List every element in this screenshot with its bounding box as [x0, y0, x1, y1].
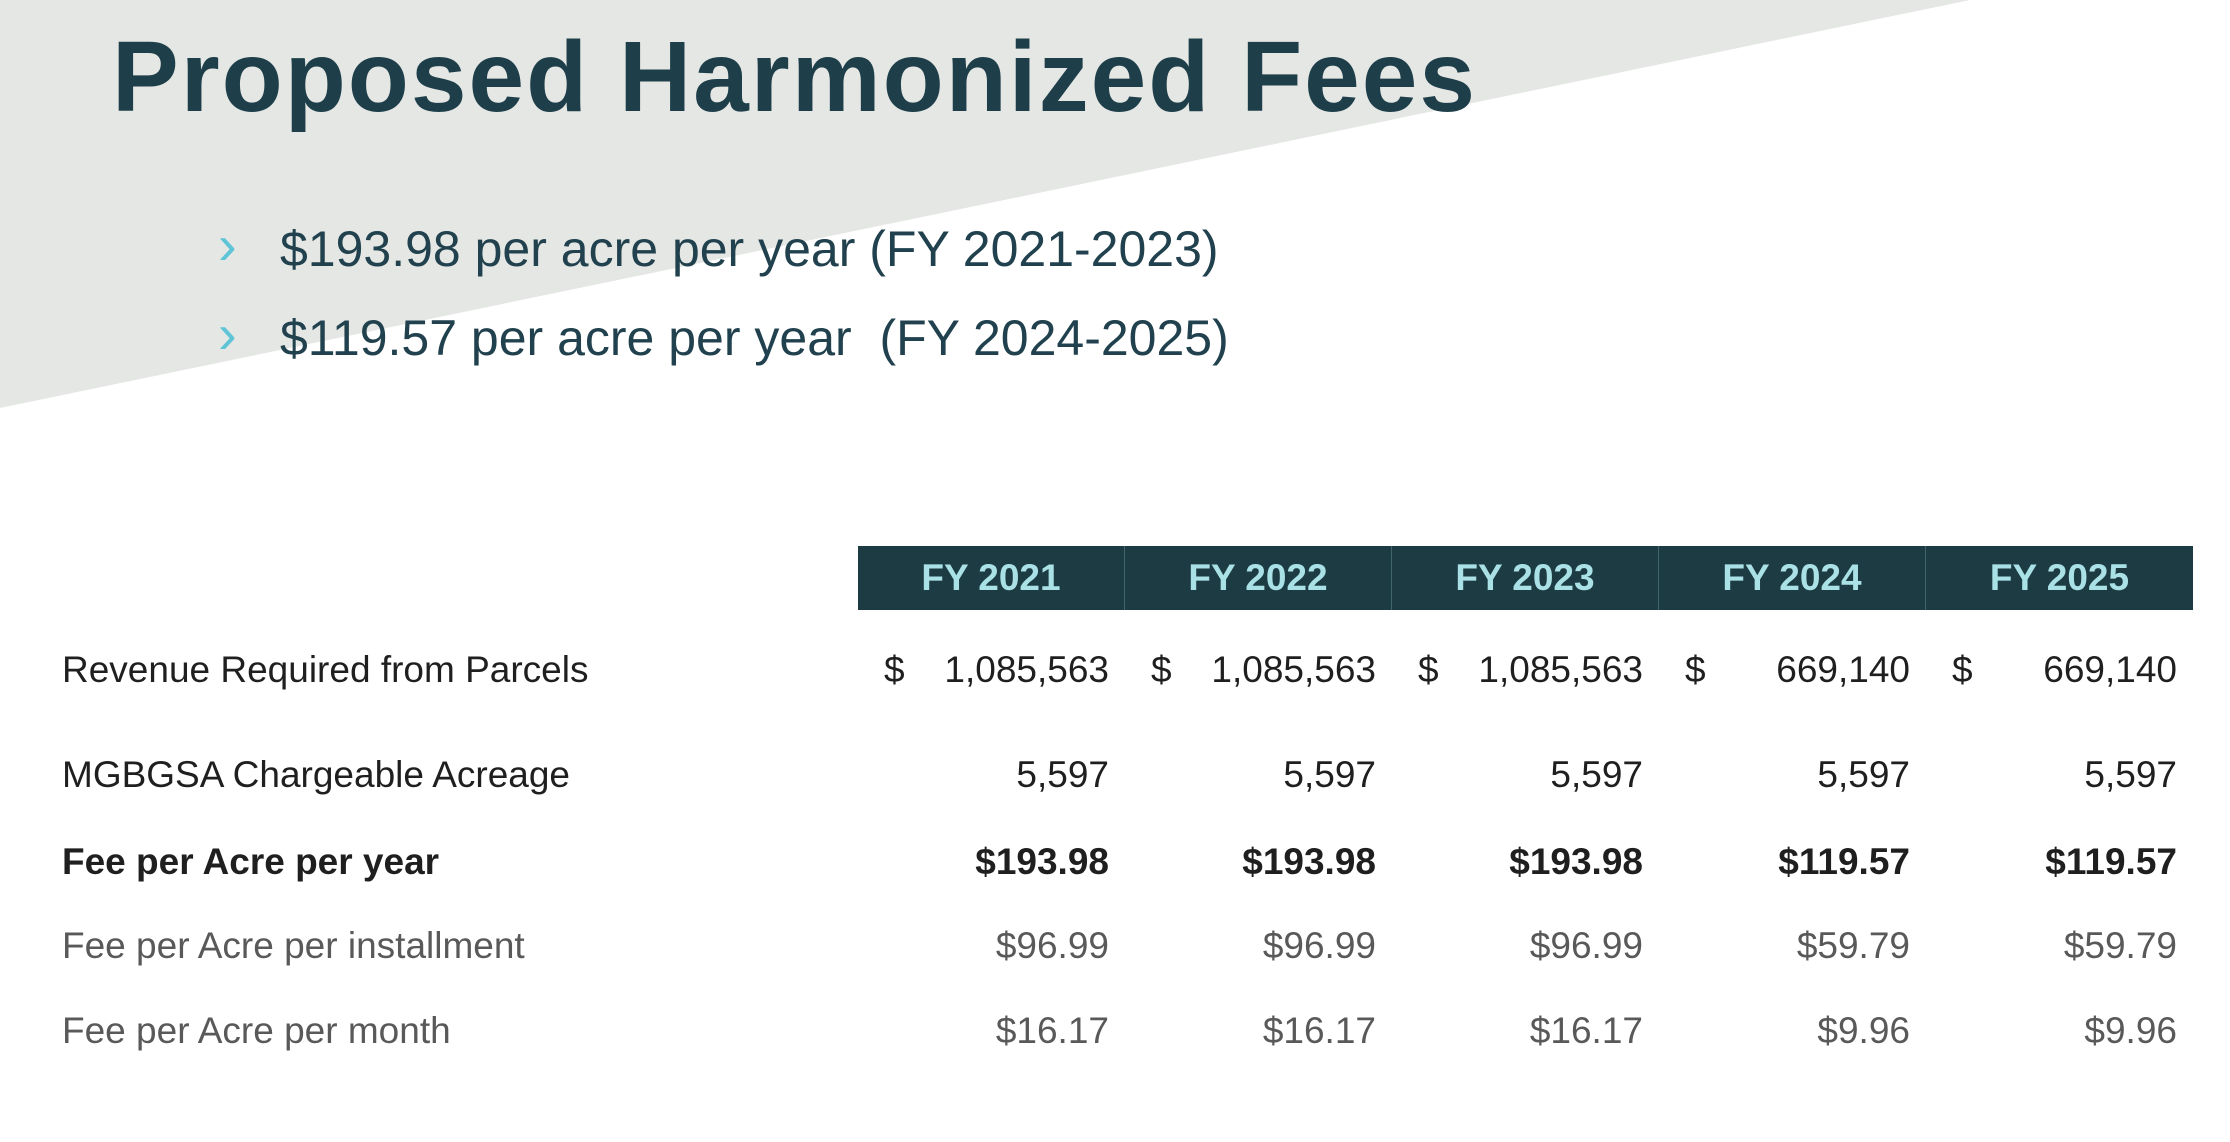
column-header-fy2022: FY 2022 — [1125, 546, 1392, 610]
chevron-bullet-icon: › — [218, 212, 237, 276]
bullet-text: $119.57 per acre per year (FY 2024-2025) — [280, 309, 1229, 366]
table-cell: $193.98 — [975, 841, 1109, 882]
chevron-bullet-icon: › — [218, 301, 237, 365]
table-cell: $59.79 — [1796, 925, 1910, 966]
dollar-sign: $ — [884, 648, 905, 690]
table-cell: $16.17 — [1529, 1010, 1643, 1051]
bullet-item-fy2021-2023: › $193.98 per acre per year (FY 2021-202… — [218, 204, 1229, 293]
table-cell: 5,597 — [2084, 754, 2177, 795]
dollar-sign: $ — [1418, 648, 1439, 690]
cell-value: 1,085,563 — [1211, 648, 1376, 690]
dollar-sign: $ — [1952, 648, 1973, 690]
table-cell: $119.57 — [1778, 841, 1910, 882]
table-cell: 5,597 — [1817, 754, 1910, 795]
table-cell: $59.79 — [2063, 925, 2177, 966]
table-cell: $9.96 — [2084, 1010, 2177, 1051]
cell-value: 1,085,563 — [944, 648, 1109, 690]
table-cell: $119.57 — [2045, 841, 2177, 882]
table-cell: $ 669,140 — [1659, 610, 1926, 729]
column-header-fy2021: FY 2021 — [858, 546, 1125, 610]
table-cell: $ 1,085,563 — [1125, 610, 1392, 729]
row-label-fee-per-year: Fee per Acre per year — [62, 841, 440, 882]
table-cell: $193.98 — [1242, 841, 1376, 882]
table-cell: $96.99 — [1529, 925, 1643, 966]
table-cell: $16.17 — [1262, 1010, 1376, 1051]
row-label-chargeable-acreage: MGBGSA Chargeable Acreage — [62, 754, 571, 795]
column-header-fy2023: FY 2023 — [1392, 546, 1659, 610]
table-cell: 5,597 — [1016, 754, 1109, 795]
table-cell: $ 1,085,563 — [1392, 610, 1659, 729]
row-label-revenue-required: Revenue Required from Parcels — [62, 648, 589, 690]
bullet-text: $193.98 per acre per year (FY 2021-2023) — [280, 220, 1219, 277]
table-cell: $96.99 — [1262, 925, 1376, 966]
fee-bullet-list: › $193.98 per acre per year (FY 2021-202… — [218, 204, 1229, 382]
row-label-fee-per-month: Fee per Acre per month — [62, 1010, 451, 1051]
table-cell: 5,597 — [1283, 754, 1376, 795]
table-cell: $16.17 — [995, 1010, 1109, 1051]
column-header-fy2025: FY 2025 — [1926, 546, 2193, 610]
background-accent-triangle — [0, 0, 1970, 408]
dollar-sign: $ — [1151, 648, 1172, 690]
bullet-item-fy2024-2025: › $119.57 per acre per year (FY 2024-202… — [218, 293, 1229, 382]
cell-value: 1,085,563 — [1478, 648, 1643, 690]
table-cell: $ 669,140 — [1926, 610, 2193, 729]
table-cell: $9.96 — [1817, 1010, 1910, 1051]
cell-value: 669,140 — [1776, 648, 1910, 690]
column-header-fy2024: FY 2024 — [1659, 546, 1926, 610]
cell-value: 669,140 — [2043, 648, 2177, 690]
row-label-fee-per-installment: Fee per Acre per installment — [62, 925, 525, 966]
table-cell: $193.98 — [1509, 841, 1643, 882]
table-cell: $ 1,085,563 — [858, 610, 1125, 729]
dollar-sign: $ — [1685, 648, 1706, 690]
table-cell: 5,597 — [1550, 754, 1643, 795]
page-title: Proposed Harmonized Fees — [112, 21, 1477, 133]
table-cell: $96.99 — [995, 925, 1109, 966]
fees-table: FY 2021 FY 2022 FY 2023 FY 2024 FY 2025 … — [62, 546, 2193, 1073]
